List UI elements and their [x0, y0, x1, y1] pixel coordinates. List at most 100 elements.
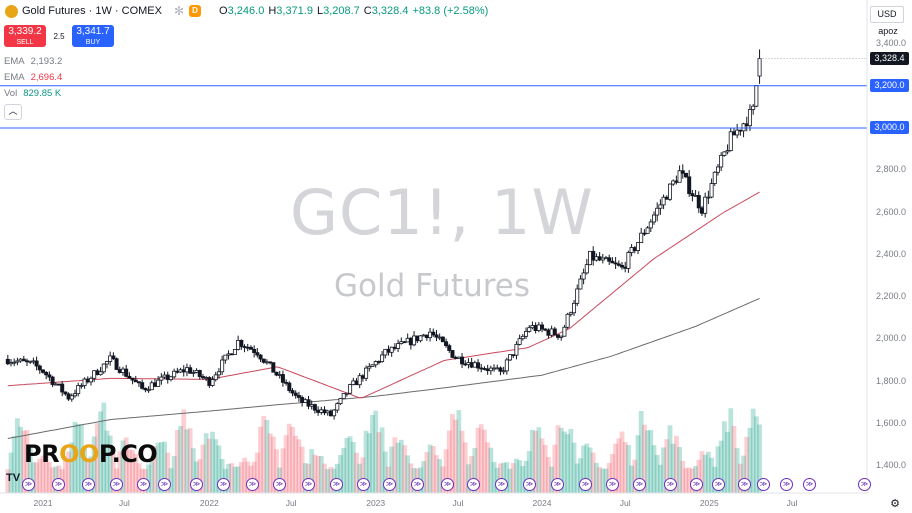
- volume-bar: [558, 427, 564, 493]
- candle-body: [690, 193, 695, 197]
- candle-body: [271, 362, 276, 373]
- volume-bar: [542, 444, 548, 493]
- candle-body: [460, 356, 465, 365]
- volume-bar: [101, 402, 107, 493]
- volume-bar: [130, 450, 135, 493]
- dividend-event-icon[interactable]: ≫: [712, 478, 725, 491]
- dividend-event-icon[interactable]: ≫: [22, 478, 35, 491]
- dividend-event-icon[interactable]: ≫: [110, 478, 123, 491]
- dividend-event-icon[interactable]: ≫: [551, 478, 564, 491]
- volume-bar: [229, 463, 235, 493]
- volume-bar: [517, 460, 523, 493]
- candle-body: [562, 326, 567, 337]
- dividend-event-icon[interactable]: ≫: [357, 478, 370, 491]
- volume-bar: [219, 459, 225, 493]
- dividend-event-icon[interactable]: ≫: [246, 478, 259, 491]
- candle-body: [162, 374, 167, 378]
- volume-bar: [753, 416, 759, 493]
- volume-bar: [510, 463, 516, 493]
- candle-body: [744, 123, 749, 127]
- candle-body: [667, 183, 672, 200]
- indicator-ema-slow[interactable]: EMA 2,193.2: [4, 56, 62, 67]
- volume-bar: [238, 462, 244, 493]
- dividend-event-icon[interactable]: ≫: [137, 478, 150, 491]
- volume-bar: [696, 459, 702, 493]
- dividend-event-icon[interactable]: ≫: [606, 478, 619, 491]
- dividend-event-icon[interactable]: ≫: [495, 478, 508, 491]
- dividend-event-icon[interactable]: ≫: [383, 478, 396, 491]
- candle-body: [524, 330, 529, 337]
- volume-bar: [91, 436, 97, 493]
- dividend-event-icon[interactable]: ≫: [633, 478, 646, 491]
- currency-selector[interactable]: USD: [870, 6, 904, 23]
- volume-bar: [590, 452, 596, 493]
- brand-logo: PROOP.CO: [24, 440, 158, 468]
- candle-body: [37, 365, 42, 371]
- volume-bar: [133, 453, 139, 493]
- volume-bar: [315, 455, 321, 493]
- collapse-legend-button[interactable]: ︿: [4, 104, 22, 120]
- sell-button[interactable]: 3,339.2 SELL: [4, 25, 46, 47]
- candle-body: [600, 257, 605, 261]
- candle-body: [472, 362, 477, 368]
- volume-bar: [632, 459, 638, 493]
- time-tick-label: 2023: [366, 498, 386, 508]
- candle-body: [415, 335, 420, 342]
- dividend-event-icon[interactable]: ≫: [411, 478, 424, 491]
- candle-body: [197, 370, 202, 377]
- dividend-event-icon[interactable]: ≫: [858, 478, 871, 491]
- open-label: O: [219, 5, 228, 17]
- candle-body: [226, 353, 231, 356]
- scale-mode[interactable]: apoz: [878, 26, 898, 36]
- candle-body: [354, 380, 359, 386]
- tradingview-logo-icon[interactable]: TV: [6, 472, 21, 484]
- settings-gear-icon[interactable]: ⚙: [890, 498, 900, 510]
- indicator-volume[interactable]: Vol 829.85 K: [4, 88, 61, 99]
- dividend-event-icon[interactable]: ≫: [780, 478, 793, 491]
- dividend-event-icon[interactable]: ≫: [523, 478, 536, 491]
- dividend-event-icon[interactable]: ≫: [441, 478, 454, 491]
- volume-bar: [120, 440, 126, 493]
- dividend-event-icon[interactable]: ≫: [757, 478, 770, 491]
- symbol-title[interactable]: Gold Futures · 1W · COMEX: [22, 5, 162, 17]
- volume-bar: [251, 461, 257, 493]
- volume-bar: [107, 435, 113, 493]
- volume-bar: [296, 439, 302, 493]
- volume-bar: [443, 449, 449, 493]
- indicator-name: Vol: [4, 88, 18, 99]
- dividend-event-icon[interactable]: ≫: [467, 478, 480, 491]
- buy-button[interactable]: 3,341.7 BUY: [72, 25, 114, 47]
- candle-body: [120, 368, 125, 373]
- dividend-event-icon[interactable]: ≫: [190, 478, 203, 491]
- dividend-event-icon[interactable]: ≫: [803, 478, 816, 491]
- dividend-event-icon[interactable]: ≫: [690, 478, 703, 491]
- dividend-event-icon[interactable]: ≫: [52, 478, 65, 491]
- candle-body: [626, 252, 631, 269]
- candle-body: [184, 367, 189, 373]
- candle-body: [725, 150, 730, 153]
- volume-bar: [264, 419, 270, 493]
- dividend-event-icon[interactable]: ≫: [158, 478, 171, 491]
- dividend-event-icon[interactable]: ≫: [664, 478, 677, 491]
- dividend-event-icon[interactable]: ≫: [273, 478, 286, 491]
- candle-body: [316, 409, 321, 413]
- volume-bar: [261, 416, 267, 493]
- dividend-event-icon[interactable]: ≫: [82, 478, 95, 491]
- candle-body: [498, 367, 503, 372]
- candle-body: [200, 376, 205, 379]
- candle-body: [639, 232, 644, 243]
- indicator-ema-fast[interactable]: EMA 2,696.4: [4, 72, 62, 83]
- snowflake-icon[interactable]: ✻: [173, 4, 185, 18]
- dividend-event-icon[interactable]: ≫: [738, 478, 751, 491]
- candle-body: [463, 363, 468, 366]
- dividend-event-icon[interactable]: ≫: [217, 478, 230, 491]
- dividend-event-icon[interactable]: ≫: [302, 478, 315, 491]
- volume-bar: [478, 424, 484, 493]
- buy-price: 3,341.7: [76, 26, 110, 37]
- dividend-event-icon[interactable]: ≫: [579, 478, 592, 491]
- dividend-event-icon[interactable]: ≫: [330, 478, 343, 491]
- candle-body: [146, 389, 151, 392]
- volume-bar: [459, 430, 465, 493]
- candle-body: [79, 385, 84, 387]
